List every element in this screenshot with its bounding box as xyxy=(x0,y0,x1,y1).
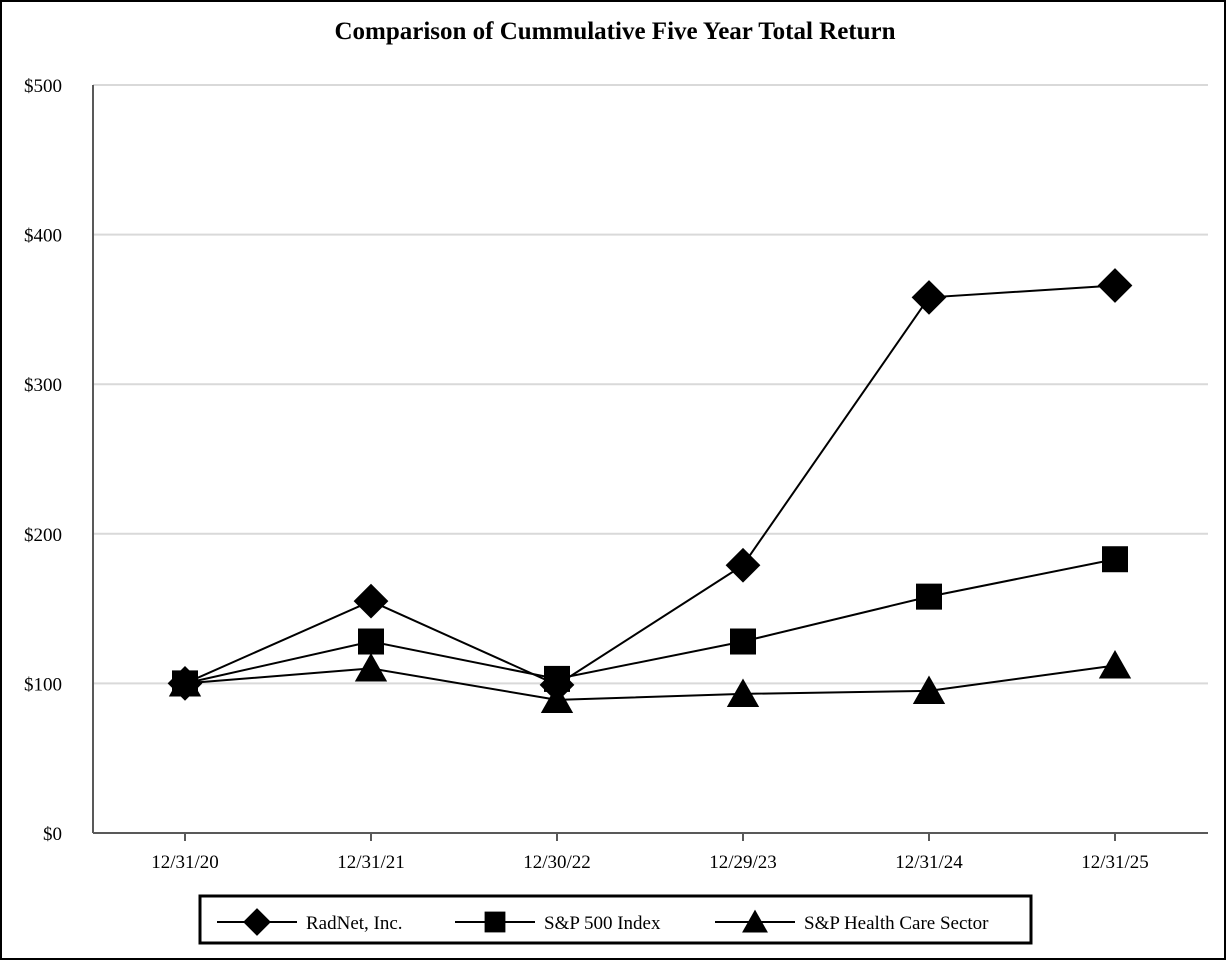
legend-label: RadNet, Inc. xyxy=(306,913,403,934)
data-point-square xyxy=(730,628,756,655)
chart-title: Comparison of Cummulative Five Year Tota… xyxy=(334,18,895,45)
series-line xyxy=(184,558,1116,685)
data-point-square xyxy=(916,583,942,610)
data-point-diamond xyxy=(725,547,761,583)
x-tick-label: 12/29/23 xyxy=(709,852,777,873)
y-tick-label: $400 xyxy=(24,226,62,247)
y-tick-label: $300 xyxy=(24,375,62,396)
legend: RadNet, Inc. S&P 500 Index S&P Health Care… xyxy=(198,894,1033,945)
y-tick-label: $0 xyxy=(43,824,62,845)
x-tick-label: 12/30/22 xyxy=(523,852,591,873)
grid-lines xyxy=(93,84,1208,685)
y-tick-label: $500 xyxy=(24,76,62,97)
legend-label: S&P Health Care Sector xyxy=(804,913,989,934)
data-point-diamond xyxy=(1097,268,1133,303)
x-tick-label: 12/31/20 xyxy=(151,852,219,873)
data-point-triangle xyxy=(912,675,946,704)
series-line xyxy=(184,664,1116,701)
x-tick-label: 12/31/25 xyxy=(1081,852,1149,873)
legend-item: S&P 500 Index xyxy=(455,911,661,934)
data-point-diamond xyxy=(911,280,947,315)
series-line xyxy=(184,284,1116,687)
x-tick-label: 12/31/24 xyxy=(895,852,963,873)
y-tick-label: $200 xyxy=(24,525,62,546)
x-tick-label: 12/31/21 xyxy=(337,852,405,873)
y-tick-label: $100 xyxy=(24,674,62,695)
series-lines xyxy=(167,268,1133,713)
legend-marker-triangle xyxy=(742,909,768,933)
legend-marker-square xyxy=(484,911,506,933)
data-point-triangle xyxy=(168,668,202,697)
data-point-diamond xyxy=(353,583,389,619)
legend-item: S&P Health Care Sector xyxy=(715,909,989,934)
series-diamond xyxy=(167,268,1133,703)
data-point-triangle xyxy=(354,653,388,682)
data-point-triangle xyxy=(1098,650,1132,679)
series-triangle xyxy=(168,650,1132,713)
legend-label: S&P 500 Index xyxy=(544,913,661,934)
axes: $0 $100 $200 $300 $400 $500 12/31/20 12/31/21 12… xyxy=(24,76,1208,873)
data-point-triangle xyxy=(540,684,574,713)
legend-item: RadNet, Inc. xyxy=(217,908,403,936)
legend-box xyxy=(198,894,1033,945)
data-point-square xyxy=(358,628,384,655)
data-point-triangle xyxy=(726,678,760,707)
data-point-square xyxy=(1102,546,1128,573)
legend-marker-diamond xyxy=(243,908,271,936)
